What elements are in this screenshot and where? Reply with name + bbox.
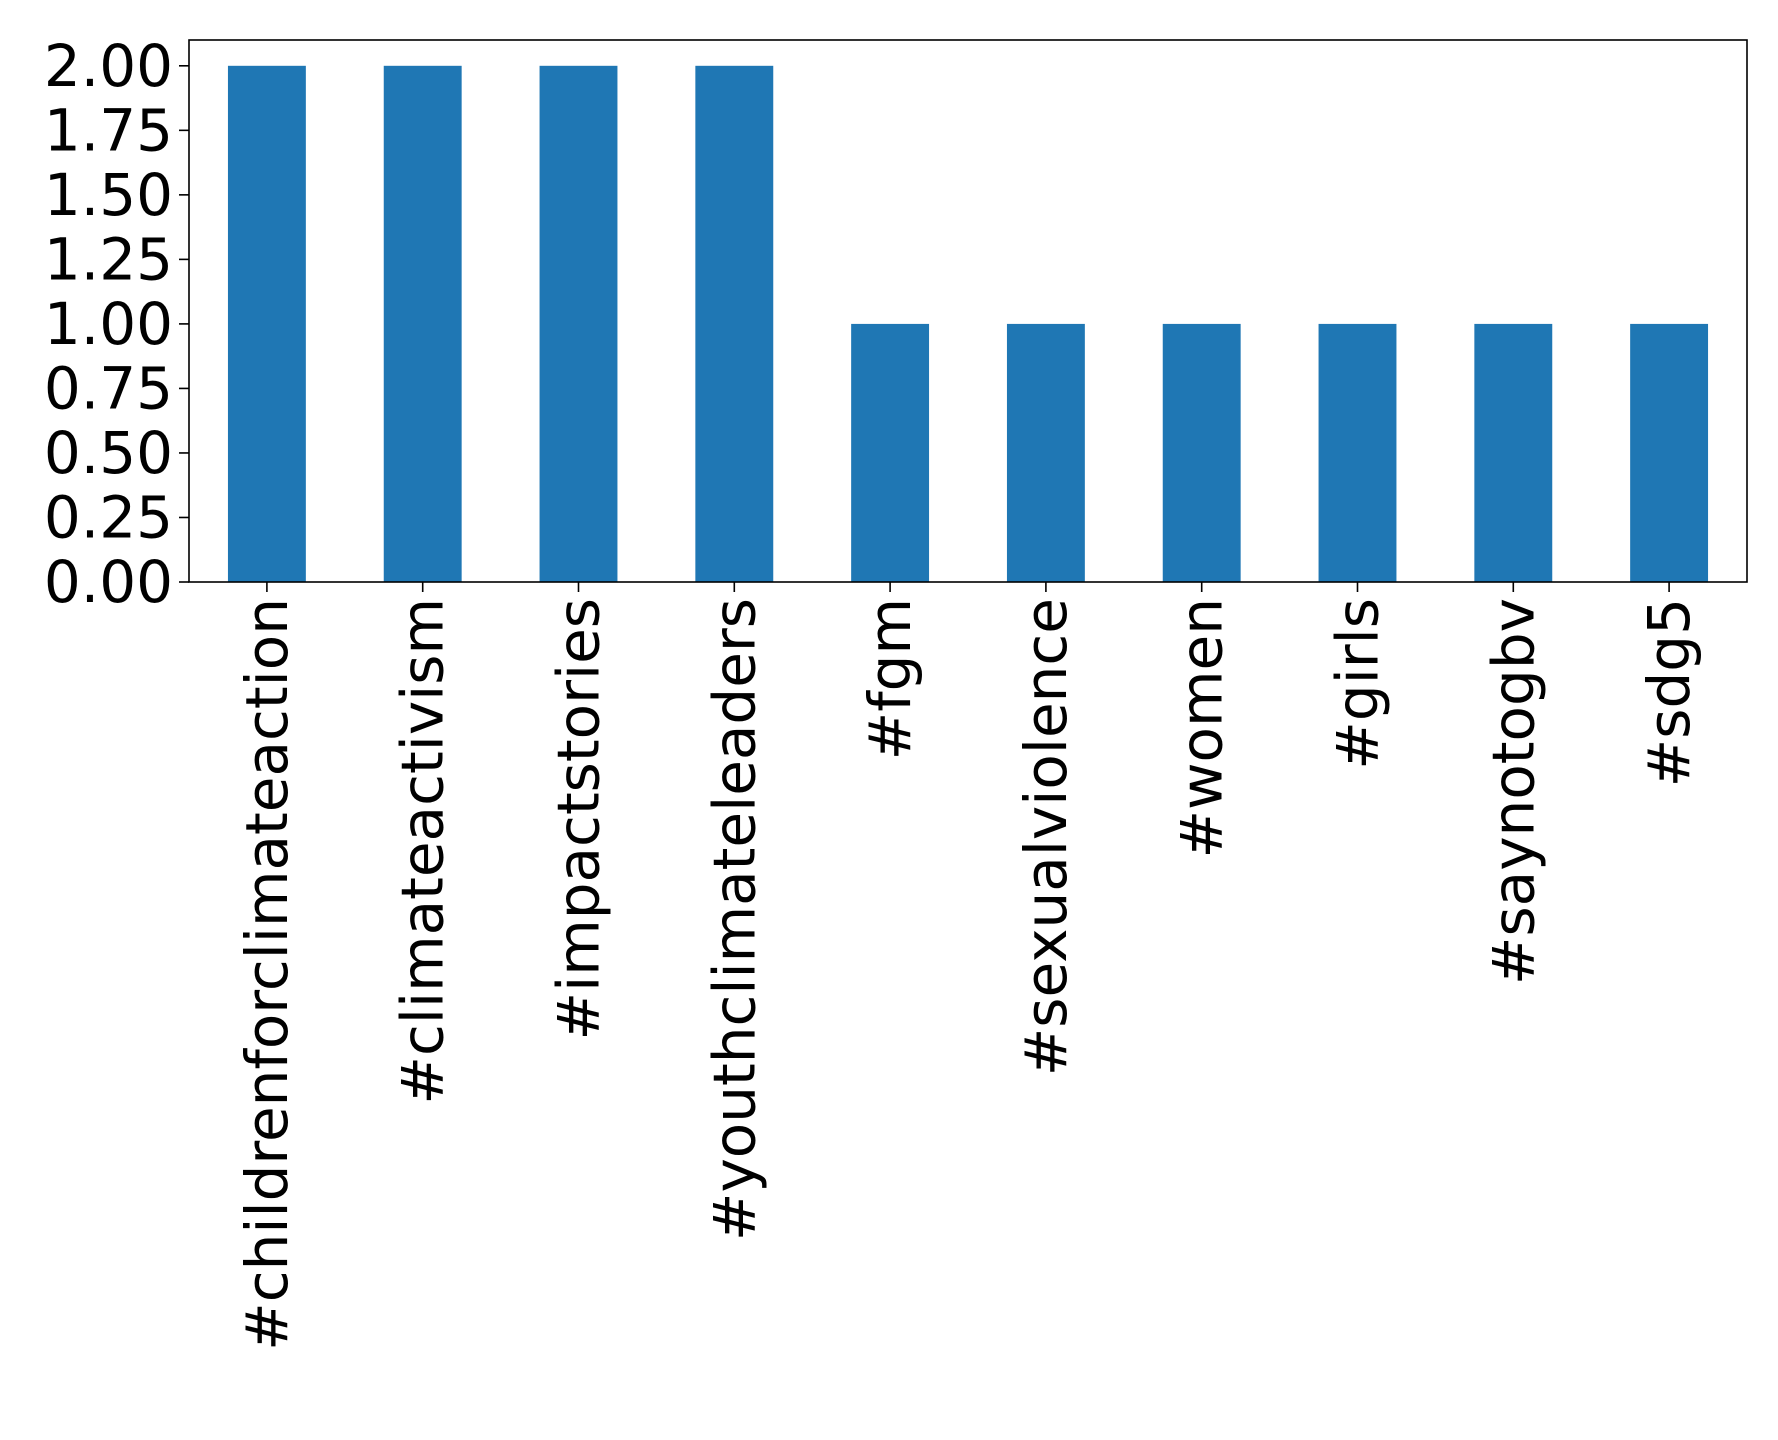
xtick-label-1: #climateactivism (389, 598, 457, 1105)
xtick-label-3: #youthclimateleaders (700, 598, 768, 1241)
ytick-label-6: 1.50 (44, 161, 173, 229)
bar-2 (539, 65, 618, 583)
y-axis: 0.000.250.500.751.001.251.501.752.00 (44, 32, 189, 616)
ytick-label-5: 1.25 (44, 225, 173, 293)
ytick-label-2: 0.50 (44, 419, 173, 487)
xtick-label-2: #impactstories (545, 598, 613, 1041)
bar-5 (1006, 323, 1085, 582)
bar-8 (1474, 323, 1553, 582)
bar-3 (695, 65, 774, 583)
bar-0 (227, 65, 306, 583)
bar-9 (1630, 323, 1709, 582)
ytick-label-1: 0.25 (44, 483, 173, 551)
plot-frame (188, 39, 1748, 583)
xtick-label-4: #fgm (856, 598, 924, 760)
xtick-label-9: #sdg5 (1635, 598, 1703, 787)
x-axis: #childrenforclimateaction #climateactivis… (233, 582, 1703, 1351)
xtick-label-5: #sexualviolence (1012, 598, 1080, 1076)
bar-1 (383, 65, 462, 583)
bar-4 (851, 323, 930, 582)
ytick-label-8: 2.00 (44, 32, 173, 100)
xtick-label-6: #women (1168, 598, 1236, 858)
ytick-label-4: 1.00 (44, 290, 173, 358)
ytick-label-7: 1.75 (44, 96, 173, 164)
ytick-label-3: 0.75 (44, 354, 173, 422)
bar-6 (1162, 323, 1241, 582)
bars-group (227, 65, 1709, 583)
xtick-label-7: #girls (1324, 598, 1392, 770)
xtick-label-8: #saynotogbv (1479, 598, 1547, 985)
bar-7 (1318, 323, 1397, 582)
xtick-label-0: #childrenforclimateaction (233, 598, 301, 1351)
ytick-label-0: 0.00 (44, 548, 173, 616)
